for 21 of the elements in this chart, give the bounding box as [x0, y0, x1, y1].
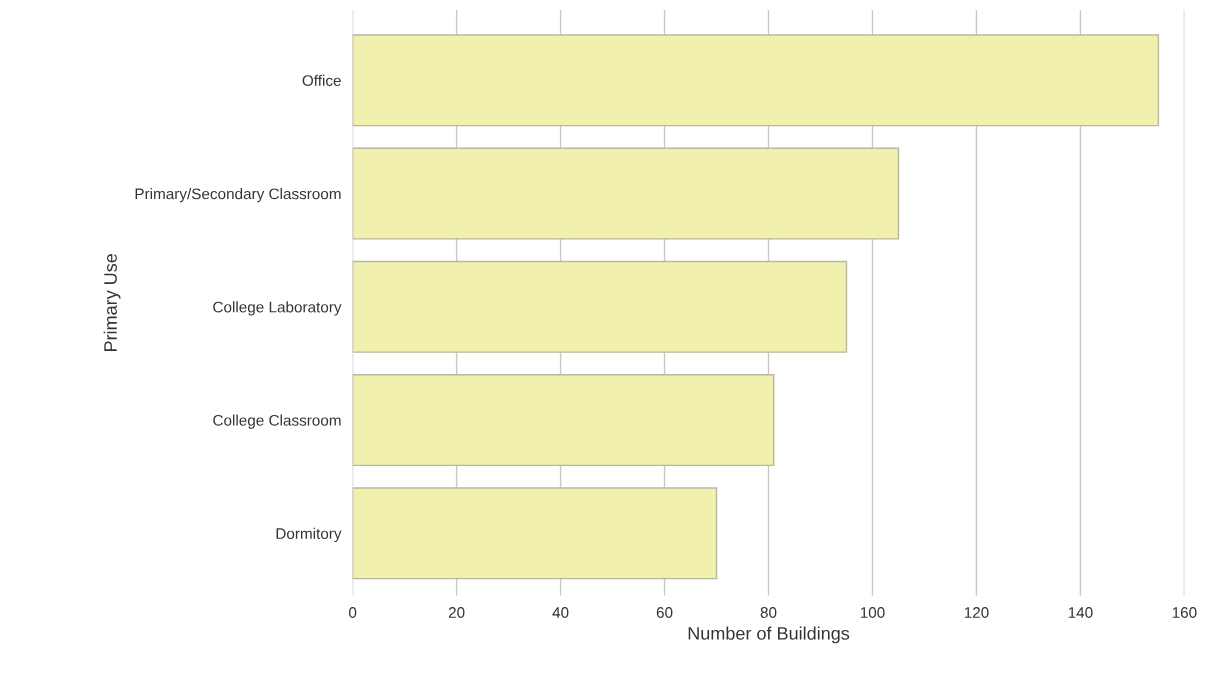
- x-tick-label: 140: [1068, 607, 1093, 618]
- bar: [352, 260, 848, 353]
- x-tick-label: 60: [656, 607, 673, 618]
- x-tick-label: 120: [964, 607, 989, 618]
- x-tick-label: 100: [860, 607, 885, 618]
- y-tick-label: Primary/Secondary Classroom: [135, 188, 341, 203]
- y-tick-label: Office: [302, 74, 341, 86]
- bar: [352, 34, 1160, 127]
- x-tick-label: 0: [348, 607, 357, 618]
- y-tick-label: Dormitory: [276, 527, 342, 543]
- bar: [352, 147, 900, 240]
- x-tick-label: 20: [448, 607, 465, 618]
- y-tick-label: College Classroom: [213, 414, 341, 429]
- x-tick-label: 40: [552, 607, 569, 618]
- bar: [352, 487, 718, 580]
- bar: [352, 374, 775, 467]
- x-axis-title: Number of Buildings: [688, 626, 850, 644]
- y-tick-label: College Laboratory: [213, 301, 342, 316]
- y-axis-title: Primary Use: [103, 253, 121, 352]
- x-tick-label: 80: [760, 607, 777, 618]
- x-tick-label: 160: [1172, 607, 1197, 618]
